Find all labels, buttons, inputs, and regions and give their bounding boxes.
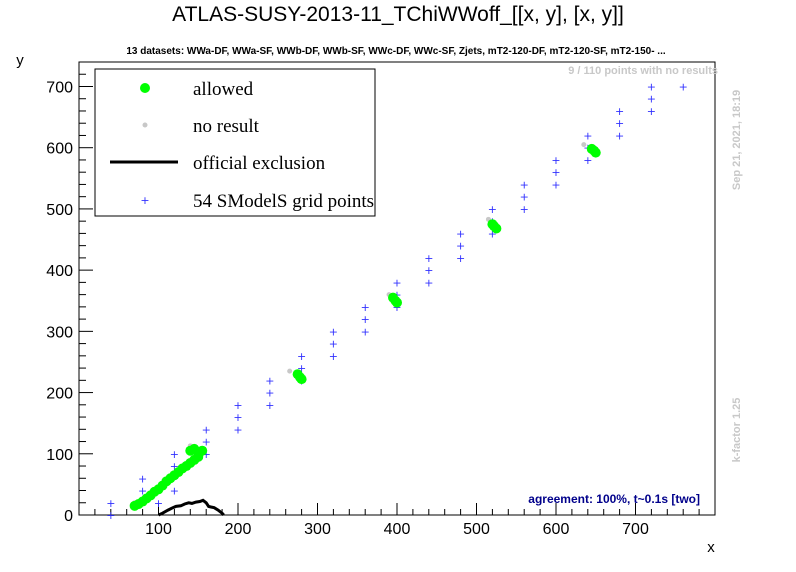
legend-label-no-result: no result xyxy=(193,116,260,137)
grid-point: + xyxy=(265,374,274,387)
no-result-point xyxy=(581,142,587,148)
grid-point: + xyxy=(647,80,656,93)
allowed-point xyxy=(491,223,502,234)
grid-point: + xyxy=(520,191,529,204)
grid-point: + xyxy=(456,227,465,240)
x-tick-label: 500 xyxy=(463,521,490,538)
grid-point: + xyxy=(202,423,211,436)
grid-point: + xyxy=(392,276,401,289)
grid-point: + xyxy=(551,166,560,179)
grid-point: + xyxy=(265,387,274,400)
grid-point: + xyxy=(424,264,433,277)
grid-point: + xyxy=(456,240,465,253)
grid-point: + xyxy=(202,448,211,461)
grid-point: + xyxy=(520,178,529,191)
legend: allowed no result official exclusion + 5… xyxy=(94,68,376,217)
grid-point: + xyxy=(329,350,338,363)
x-tick-label: 700 xyxy=(622,521,649,538)
grid-point: + xyxy=(583,154,592,167)
y-tick-label: 600 xyxy=(46,141,73,158)
grid-point: + xyxy=(615,117,624,130)
y-tick-label: 100 xyxy=(46,447,73,464)
grid-point: + xyxy=(297,362,306,375)
grid-point: + xyxy=(138,472,147,485)
legend-marker-no-result xyxy=(142,122,148,128)
legend-label-allowed: allowed xyxy=(193,79,254,100)
grid-point: + xyxy=(297,350,306,363)
exclusion-line xyxy=(157,498,225,517)
legend-marker-grid-points: + xyxy=(140,194,149,207)
grid-point: + xyxy=(170,460,179,473)
grid-point: + xyxy=(551,154,560,167)
y-tick-label: 500 xyxy=(46,202,73,219)
grid-point: + xyxy=(424,276,433,289)
grid-point: + xyxy=(583,129,592,142)
y-axis-label: y xyxy=(16,52,24,69)
y-axis: 0 100 200 300 400 500 600 700 xyxy=(46,61,93,525)
x-tick-label: 300 xyxy=(304,521,331,538)
allowed-point xyxy=(197,445,208,456)
legend-label-grid-points: 54 SModelS grid points xyxy=(193,191,374,212)
grid-point: + xyxy=(329,338,338,351)
grid-point: + xyxy=(647,105,656,118)
y-tick-label: 300 xyxy=(46,324,73,341)
grid-point: + xyxy=(138,485,147,498)
grid-point: + xyxy=(233,423,242,436)
grid-point: + xyxy=(647,93,656,106)
grid-point: + xyxy=(361,325,370,338)
no-result-note: 9 / 110 points with no results xyxy=(568,65,718,77)
grid-point: + xyxy=(520,203,529,216)
grid-point: + xyxy=(488,227,497,240)
allowed-point xyxy=(590,147,601,158)
chart-subtitle: 13 datasets: WWa-DF, WWa-SF, WWb-DF, WWb… xyxy=(126,46,666,57)
allowed-series xyxy=(129,143,601,511)
legend-marker-allowed xyxy=(140,83,150,93)
y-tick-label: 400 xyxy=(46,263,73,280)
grid-point: + xyxy=(170,485,179,498)
grid-point: + xyxy=(488,203,497,216)
grid-point: + xyxy=(106,509,115,522)
grid-point: + xyxy=(679,80,688,93)
x-tick-label: 100 xyxy=(145,521,172,538)
grid-point: + xyxy=(154,497,163,510)
grid-point: + xyxy=(106,497,115,510)
timestamp-label: Sep 21, 2021, 18:19 xyxy=(731,90,743,190)
grid-point: + xyxy=(233,411,242,424)
agreement-label: agreement: 100%, t~0.1s [two] xyxy=(528,492,700,506)
grid-point: + xyxy=(456,252,465,265)
x-axis-label: x xyxy=(707,539,715,556)
grid-point: + xyxy=(202,436,211,449)
x-tick-label: 400 xyxy=(384,521,411,538)
chart-title: ATLAS-SUSY-2013-11_TChiWWoff_[[x, y], [x… xyxy=(172,3,624,26)
x-axis: 100 200 300 400 500 600 700 xyxy=(94,503,700,538)
allowed-point xyxy=(392,297,402,308)
official-exclusion-curve xyxy=(157,498,225,517)
x-tick-label: 200 xyxy=(225,521,252,538)
grid-point: + xyxy=(329,325,338,338)
grid-point: + xyxy=(551,178,560,191)
kfactor-label: k-factor 1.25 xyxy=(731,398,743,463)
grid-point: + xyxy=(424,252,433,265)
no-result-point xyxy=(287,368,293,374)
grid-point: + xyxy=(265,399,274,412)
legend-label-exclusion: official exclusion xyxy=(193,153,326,174)
y-tick-label: 700 xyxy=(46,79,73,96)
y-tick-label: 0 xyxy=(64,508,73,525)
grid-point: + xyxy=(170,448,179,461)
allowed-point xyxy=(185,445,196,456)
grid-point: + xyxy=(361,313,370,326)
grid-point: + xyxy=(615,105,624,118)
allowed-point xyxy=(296,374,307,385)
legend-box xyxy=(94,68,376,217)
x-tick-label: 600 xyxy=(543,521,570,538)
y-tick-label: 200 xyxy=(46,386,73,403)
grid-point: + xyxy=(615,129,624,142)
grid-point: + xyxy=(361,301,370,314)
grid-point: + xyxy=(233,399,242,412)
